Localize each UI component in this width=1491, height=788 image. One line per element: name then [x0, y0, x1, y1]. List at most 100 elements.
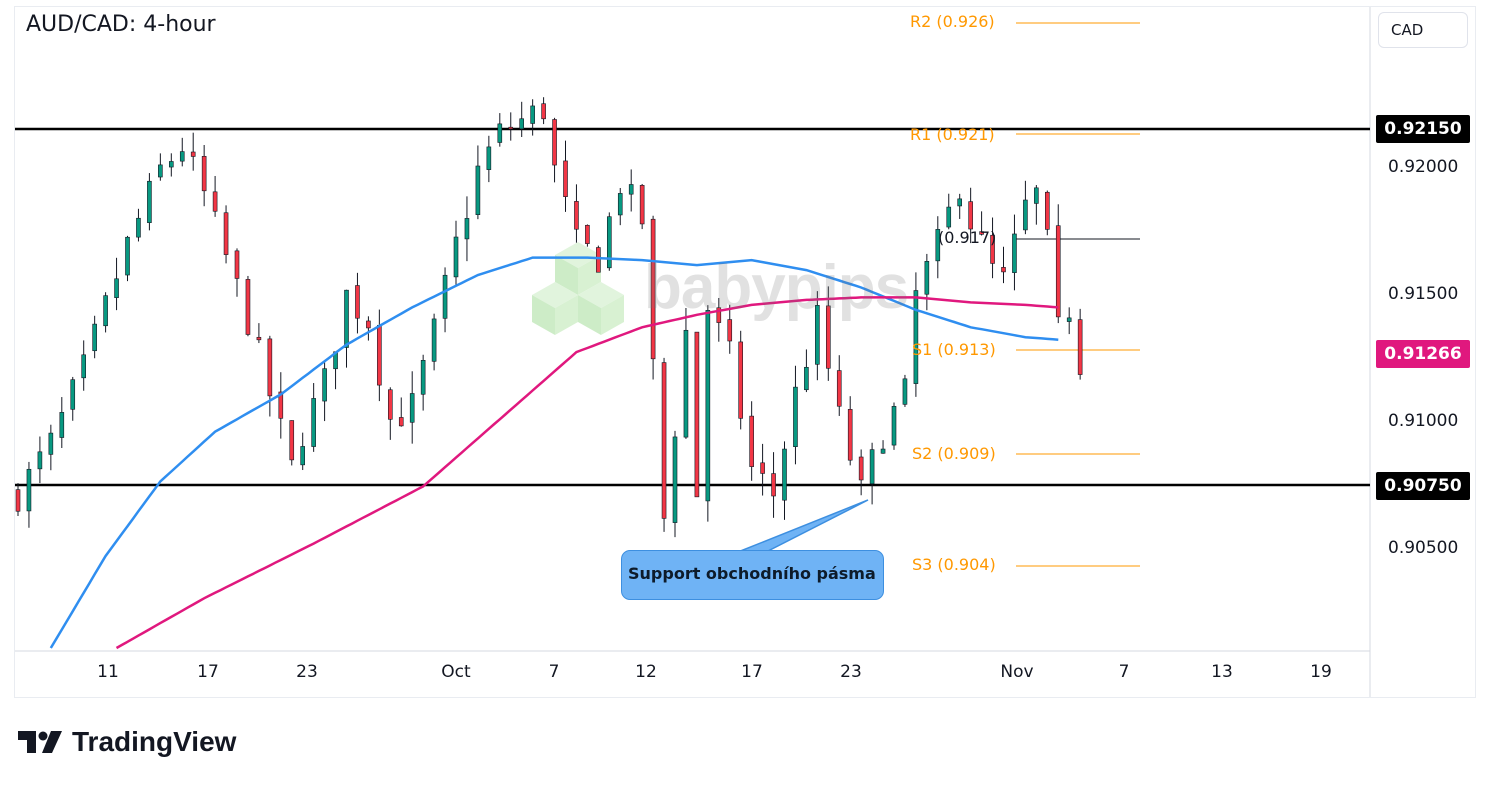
candle-bull[interactable] — [957, 198, 963, 207]
candle-bull[interactable] — [70, 379, 76, 410]
current-price-tag[interactable]: 0.91266 — [1376, 340, 1470, 368]
sma-slow-line[interactable] — [115, 296, 1059, 650]
candle-bull[interactable] — [311, 398, 316, 447]
candle-bull[interactable] — [1034, 187, 1039, 204]
candle-bear[interactable] — [267, 338, 273, 397]
candle-bear[interactable] — [771, 473, 776, 497]
candle-bull[interactable] — [519, 118, 525, 130]
candle-bull[interactable] — [486, 146, 492, 170]
candle-bear[interactable] — [727, 319, 733, 342]
currency-selector[interactable]: CAD — [1378, 12, 1468, 48]
candle-bear[interactable] — [990, 234, 995, 264]
candle-bear[interactable] — [552, 119, 557, 166]
candle-bull[interactable] — [37, 451, 43, 470]
sma-fast-line[interactable] — [49, 256, 1059, 649]
candle-bear[interactable] — [256, 336, 262, 341]
candle-bear[interactable] — [847, 409, 853, 461]
candle-bull[interactable] — [48, 432, 54, 455]
candle-bull[interactable] — [782, 448, 787, 501]
candle-bear[interactable] — [858, 456, 864, 481]
candle-bull[interactable] — [179, 151, 185, 162]
candle-bear[interactable] — [650, 218, 656, 360]
candle-bull[interactable] — [431, 318, 437, 362]
candle-bear[interactable] — [968, 201, 973, 230]
candle-bull[interactable] — [804, 366, 809, 391]
candle-bull[interactable] — [946, 206, 952, 228]
candle-bear[interactable] — [836, 370, 842, 407]
candle-bull[interactable] — [793, 386, 798, 447]
candle-bear[interactable] — [377, 324, 382, 386]
candle-bull[interactable] — [409, 393, 415, 423]
candle-bear[interactable] — [716, 307, 722, 323]
candle-bear[interactable] — [661, 362, 667, 519]
candle-bull[interactable] — [913, 290, 919, 384]
candle-bull[interactable] — [322, 368, 327, 402]
candle-bear[interactable] — [541, 103, 546, 120]
candle-bull[interactable] — [1066, 317, 1072, 322]
candle-series[interactable] — [15, 97, 1083, 538]
candle-bear[interactable] — [694, 331, 700, 498]
candle-bull[interactable] — [420, 360, 426, 395]
candle-bear[interactable] — [574, 201, 579, 230]
candle-bear[interactable] — [212, 191, 218, 212]
candle-bear[interactable] — [979, 231, 984, 235]
support-callout[interactable]: Support obchodního pásma — [621, 550, 884, 600]
candle-bull[interactable] — [891, 406, 897, 446]
range-bottom-price-tag[interactable]: 0.90750 — [1376, 472, 1470, 500]
candle-bear[interactable] — [825, 305, 831, 369]
candle-bull[interactable] — [453, 236, 459, 278]
candle-bear[interactable] — [201, 156, 207, 192]
candle-bear[interactable] — [190, 151, 196, 157]
candle-bull[interactable] — [1012, 233, 1017, 273]
candle-bear[interactable] — [15, 489, 21, 512]
candle-bear[interactable] — [760, 462, 765, 474]
candle-bear[interactable] — [738, 341, 744, 419]
candle-bear[interactable] — [234, 250, 240, 279]
candle-bull[interactable] — [683, 329, 689, 438]
candle-bear[interactable] — [1001, 267, 1006, 273]
candle-bull[interactable] — [147, 180, 152, 223]
candle-bull[interactable] — [869, 449, 875, 485]
candle-bull[interactable] — [617, 193, 623, 216]
candle-bull[interactable] — [442, 274, 448, 319]
candle-bull[interactable] — [158, 164, 163, 178]
candle-bull[interactable] — [136, 217, 141, 238]
candle-bear[interactable] — [1055, 225, 1061, 318]
candle-bear[interactable] — [223, 212, 229, 255]
candle-bull[interactable] — [530, 105, 535, 124]
candle-bull[interactable] — [92, 323, 97, 352]
candle-bear[interactable] — [508, 126, 514, 130]
candle-bull[interactable] — [935, 229, 941, 262]
candle-bull[interactable] — [169, 161, 174, 168]
range-top-price-tag[interactable]: 0.92150 — [1376, 115, 1470, 143]
candle-bull[interactable] — [464, 218, 470, 240]
candle-bull[interactable] — [880, 448, 886, 454]
candle-bull[interactable] — [103, 295, 108, 327]
tradingview-logo[interactable]: TradingView — [18, 726, 236, 758]
candle-bear[interactable] — [398, 417, 404, 427]
candle-bull[interactable] — [114, 278, 119, 298]
candle-bull[interactable] — [815, 305, 820, 365]
candle-bull[interactable] — [497, 123, 503, 143]
candle-bull[interactable] — [300, 446, 306, 466]
candle-bull[interactable] — [81, 354, 86, 379]
candle-bull[interactable] — [902, 378, 908, 405]
candle-bear[interactable] — [596, 247, 601, 273]
candle-bear[interactable] — [585, 224, 590, 244]
candle-bear[interactable] — [366, 320, 371, 329]
candle-bear[interactable] — [355, 285, 360, 319]
candle-bear[interactable] — [1077, 319, 1083, 375]
candle-bull[interactable] — [344, 289, 349, 348]
candle-bull[interactable] — [924, 261, 930, 295]
candle-bull[interactable] — [475, 165, 481, 215]
candle-bull[interactable] — [59, 412, 65, 438]
candle-bull[interactable] — [606, 216, 612, 269]
candle-bear[interactable] — [1045, 191, 1050, 230]
candle-bull[interactable] — [705, 310, 711, 502]
candle-bear[interactable] — [245, 279, 251, 335]
candle-bear[interactable] — [387, 389, 393, 420]
candle-bear[interactable] — [563, 160, 568, 197]
candle-bear[interactable] — [639, 185, 645, 225]
candle-bull[interactable] — [26, 468, 32, 512]
